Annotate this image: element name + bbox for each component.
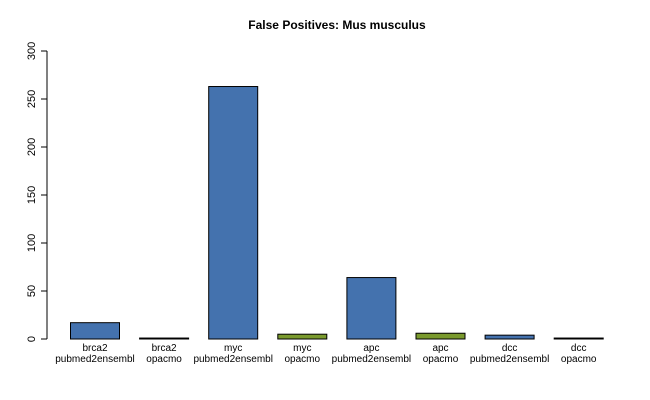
bars: [70, 86, 604, 340]
category-gene-label: brca2: [82, 343, 107, 354]
bar-apc-pubmed2ensembl: [346, 277, 397, 340]
category-gene-label: brca2: [152, 343, 177, 354]
category-source-label: opacmo: [146, 354, 182, 365]
category-source-label: opacmo: [561, 354, 597, 365]
bar-brca2-pubmed2ensembl: [70, 322, 120, 340]
bar-dcc-opacmo: [553, 337, 604, 340]
bar-dcc-pubmed2ensembl: [484, 334, 535, 340]
category-source-label: opacmo: [285, 354, 321, 365]
y-tick-label: 50: [26, 285, 38, 297]
category-source-label: opacmo: [423, 354, 459, 365]
bar-apc-opacmo: [415, 332, 466, 340]
bar-myc-opacmo: [277, 333, 328, 340]
y-tick-label: 150: [26, 186, 38, 204]
y-tick-label: 200: [26, 138, 38, 156]
y-tick-label: 100: [26, 234, 38, 252]
bar-brca2-opacmo: [139, 337, 190, 340]
y-tick-label: 300: [26, 42, 38, 60]
y-tick-label: 250: [26, 90, 38, 108]
x-axis-labels: brca2pubmed2ensemblbrca2opacmomycpubmed2…: [55, 343, 597, 365]
y-axis: 0 50 100 150 200 250 300: [26, 42, 48, 342]
category-source-label: pubmed2ensembl: [332, 354, 412, 365]
category-gene-label: myc: [293, 343, 311, 354]
y-tick-label: 0: [26, 336, 38, 342]
category-gene-label: dcc: [571, 343, 587, 354]
category-gene-label: myc: [224, 343, 242, 354]
category-gene-label: dcc: [502, 343, 518, 354]
chart-title: False Positives: Mus musculus: [248, 18, 426, 32]
category-source-label: pubmed2ensembl: [470, 354, 550, 365]
category-source-label: pubmed2ensembl: [193, 354, 273, 365]
bar-myc-pubmed2ensembl: [208, 86, 259, 340]
category-source-label: pubmed2ensembl: [55, 354, 135, 365]
category-gene-label: apc: [363, 343, 379, 354]
category-gene-label: apc: [432, 343, 448, 354]
